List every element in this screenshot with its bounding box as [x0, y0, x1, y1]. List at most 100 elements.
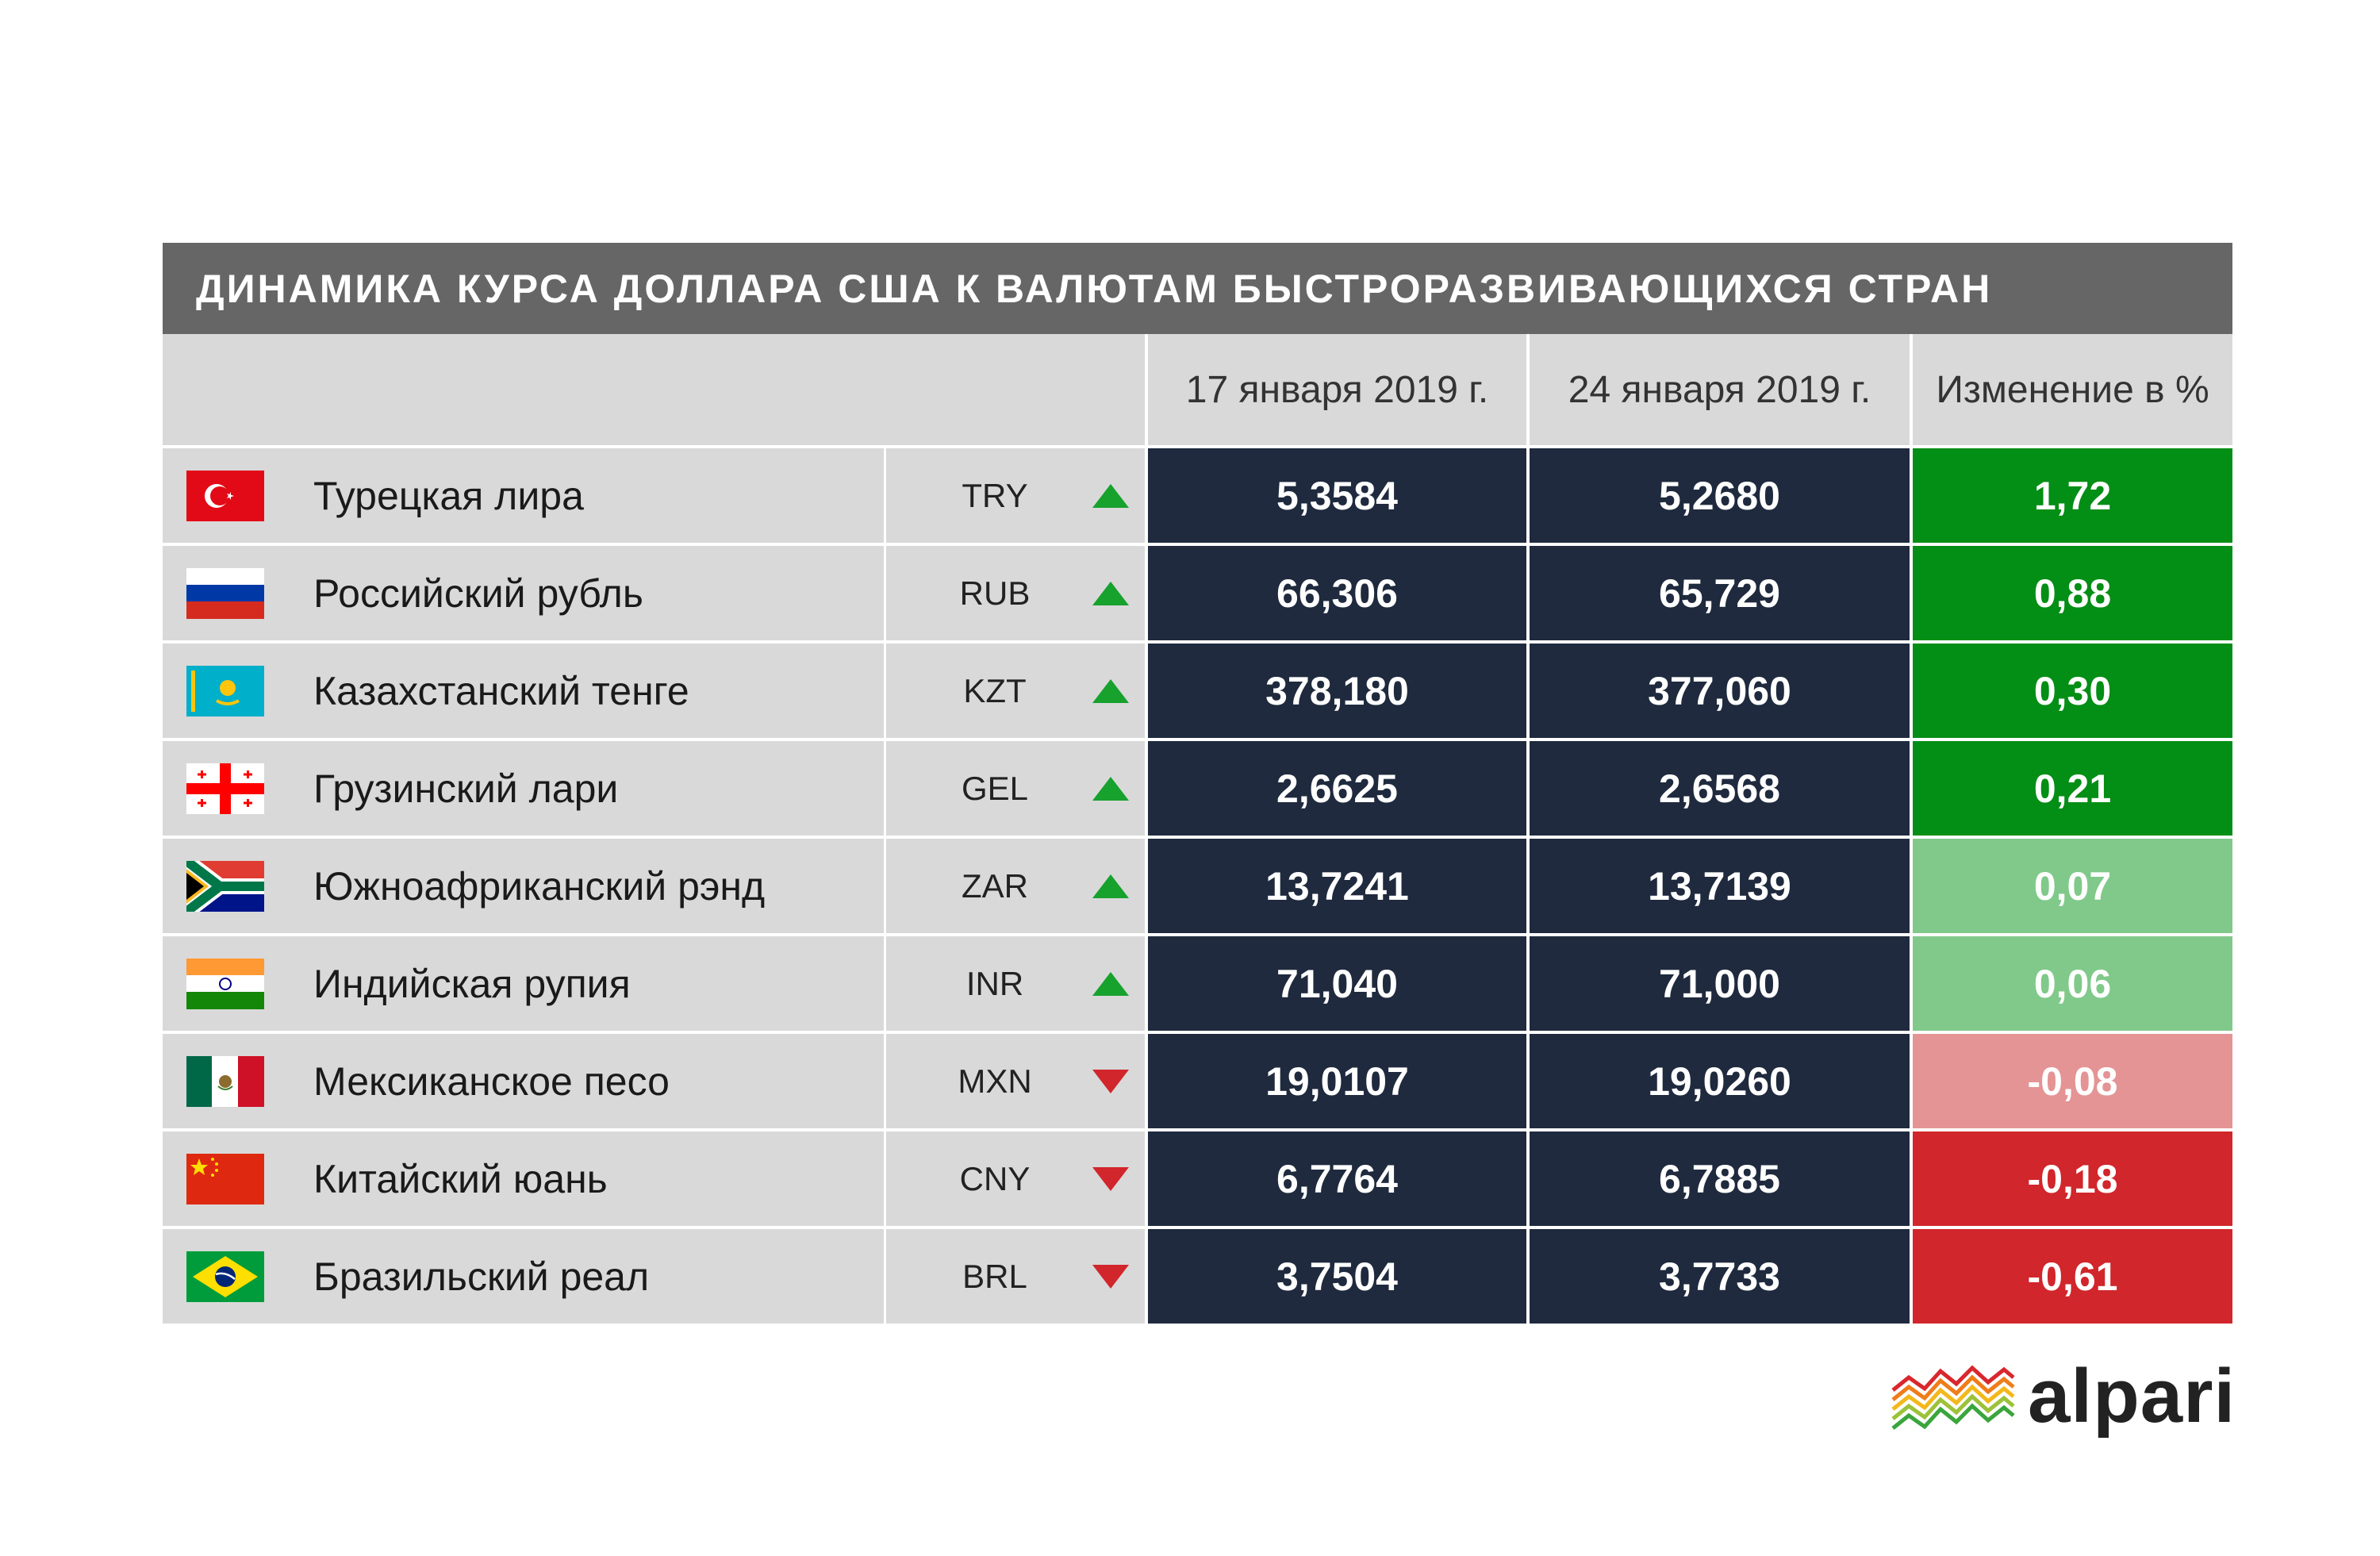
currency-code: MXN [958, 1062, 1032, 1100]
rate-jan-17: 3,7504 [1145, 1229, 1526, 1324]
rate-jan-24: 5,2680 [1526, 448, 1910, 543]
rate-jan-24: 13,7139 [1526, 839, 1910, 933]
currency-name-cell: Турецкая лира [163, 448, 886, 543]
currency-name: Казахстанский тенге [313, 668, 689, 713]
header-change: Изменение в % [1910, 334, 2232, 445]
header-row: 17 января 2019 г. 24 января 2019 г. Изме… [163, 334, 2232, 445]
rate-jan-17: 13,7241 [1145, 839, 1526, 933]
currency-name: Китайский юань [313, 1156, 608, 1201]
change-percent: 0,30 [1910, 644, 2232, 738]
rate-jan-24: 65,729 [1526, 546, 1910, 640]
flag-turkey-icon [186, 470, 264, 521]
rate-jan-24: 377,060 [1526, 644, 1910, 738]
triangle-up-icon [1092, 874, 1129, 898]
currency-name-cell: Казахстанский тенге [163, 644, 886, 738]
currency-code-cell: BRL [886, 1229, 1145, 1324]
triangle-down-icon [1092, 1166, 1129, 1191]
currency-code-cell: RUB [886, 546, 1145, 640]
currency-code: CNY [959, 1159, 1031, 1197]
table-row: Турецкая лира TRY 5,3584 5,2680 1,72 [163, 448, 2232, 546]
currency-name-cell: Южноафриканский рэнд [163, 839, 886, 933]
rate-jan-24: 71,000 [1526, 936, 1910, 1031]
flag-mexico-icon [186, 1055, 264, 1107]
change-percent: 0,07 [1910, 839, 2232, 933]
table-row: Бразильский реал BRL 3,7504 3,7733 -0,61 [163, 1229, 2232, 1324]
table-row: Казахстанский тенге KZT 378,180 377,060 0,30 [163, 644, 2232, 741]
header-date-2: 24 января 2019 г. [1526, 334, 1910, 445]
header-blank-cell [163, 334, 1145, 445]
currency-name: Грузинский лари [313, 766, 619, 811]
currency-code: KZT [963, 671, 1027, 709]
currency-name-cell: Грузинский лари [163, 741, 886, 836]
currency-code-cell: MXN [886, 1034, 1145, 1128]
currency-code-cell: GEL [886, 741, 1145, 836]
triangle-up-icon [1092, 776, 1129, 801]
currency-name-cell: Бразильский реал [163, 1229, 886, 1324]
rate-jan-24: 6,7885 [1526, 1131, 1910, 1226]
currency-name: Индийская рупия [313, 961, 631, 1006]
flag-india-icon [186, 958, 264, 1009]
currency-name-cell: Китайский юань [163, 1131, 886, 1226]
table-row: Южноафриканский рэнд ZAR 13,7241 13,7139 0,0… [163, 839, 2232, 936]
rate-jan-17: 66,306 [1145, 546, 1526, 640]
currency-code-cell: TRY [886, 448, 1145, 543]
currency-name: Южноафриканский рэнд [313, 863, 766, 909]
change-percent: 0,21 [1910, 741, 2232, 836]
change-percent: 0,88 [1910, 546, 2232, 640]
rate-jan-17: 2,6625 [1145, 741, 1526, 836]
currency-name: Турецкая лира [313, 473, 584, 518]
change-percent: -0,61 [1910, 1229, 2232, 1324]
flag-south-africa-icon [186, 860, 264, 912]
currency-code: BRL [962, 1257, 1027, 1295]
rate-jan-17: 6,7764 [1145, 1131, 1526, 1226]
triangle-down-icon [1092, 1069, 1129, 1093]
flag-brazil-icon [186, 1251, 264, 1302]
rate-jan-17: 19,0107 [1145, 1034, 1526, 1128]
currency-code-cell: KZT [886, 644, 1145, 738]
rate-jan-17: 378,180 [1145, 644, 1526, 738]
triangle-up-icon [1092, 971, 1129, 996]
currency-code: ZAR [962, 866, 1028, 905]
currency-code: RUB [959, 574, 1031, 612]
rate-jan-24: 19,0260 [1526, 1034, 1910, 1128]
flag-china-icon [186, 1153, 264, 1204]
flag-russia-icon [186, 567, 264, 619]
triangle-up-icon [1092, 678, 1129, 703]
table-row: Мексиканское песо MXN 19,0107 19,0260 -0,08 [163, 1034, 2232, 1131]
table-row: Грузинский лари GEL 2,6625 2,6568 0,21 [163, 741, 2232, 839]
rate-jan-24: 2,6568 [1526, 741, 1910, 836]
currency-name: Мексиканское песо [313, 1058, 670, 1104]
header-date-1: 17 января 2019 г. [1145, 334, 1526, 445]
flag-kazakhstan-icon [186, 665, 264, 717]
table-title: ДИНАМИКА КУРСА ДОЛЛАРА США К ВАЛЮТАМ БЫС… [163, 243, 2232, 334]
table-row: Российский рубль RUB 66,306 65,729 0,88 [163, 546, 2232, 644]
currency-code: TRY [962, 476, 1028, 514]
currency-name-cell: Мексиканское песо [163, 1034, 886, 1128]
triangle-down-icon [1092, 1264, 1129, 1289]
alpari-logo-text: alpari [2028, 1354, 2236, 1439]
change-percent: 0,06 [1910, 936, 2232, 1031]
rates-table: ДИНАМИКА КУРСА ДОЛЛАРА США К ВАЛЮТАМ БЫС… [163, 243, 2232, 1324]
currency-code: INR [965, 964, 1024, 1002]
triangle-up-icon [1092, 483, 1129, 508]
table-body: Турецкая лира TRY 5,3584 5,2680 1,72 Российск… [163, 445, 2232, 1324]
triangle-up-icon [1092, 581, 1129, 605]
currency-code: GEL [961, 769, 1029, 807]
currency-name-cell: Российский рубль [163, 546, 886, 640]
alpari-logo: alpari [1890, 1353, 2236, 1440]
change-percent: -0,18 [1910, 1131, 2232, 1226]
table-row: Китайский юань CNY 6,7764 6,7885 -0,18 [163, 1131, 2232, 1229]
rate-jan-24: 3,7733 [1526, 1229, 1910, 1324]
currency-code-cell: CNY [886, 1131, 1145, 1226]
rate-jan-17: 5,3584 [1145, 448, 1526, 543]
rate-jan-17: 71,040 [1145, 936, 1526, 1031]
currency-code-cell: INR [886, 936, 1145, 1031]
currency-name: Бразильский реал [313, 1254, 650, 1299]
change-percent: -0,08 [1910, 1034, 2232, 1128]
currency-name-cell: Индийская рупия [163, 936, 886, 1031]
alpari-logo-mark-icon [1891, 1365, 2015, 1430]
currency-code-cell: ZAR [886, 839, 1145, 933]
flag-georgia-icon [186, 763, 264, 814]
table-row: Индийская рупия INR 71,040 71,000 0,06 [163, 936, 2232, 1034]
currency-name: Российский рубль [313, 571, 643, 616]
